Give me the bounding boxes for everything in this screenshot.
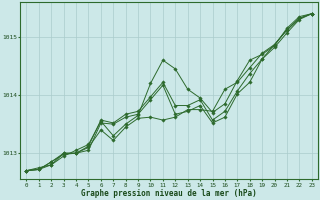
X-axis label: Graphe pression niveau de la mer (hPa): Graphe pression niveau de la mer (hPa): [81, 189, 257, 198]
